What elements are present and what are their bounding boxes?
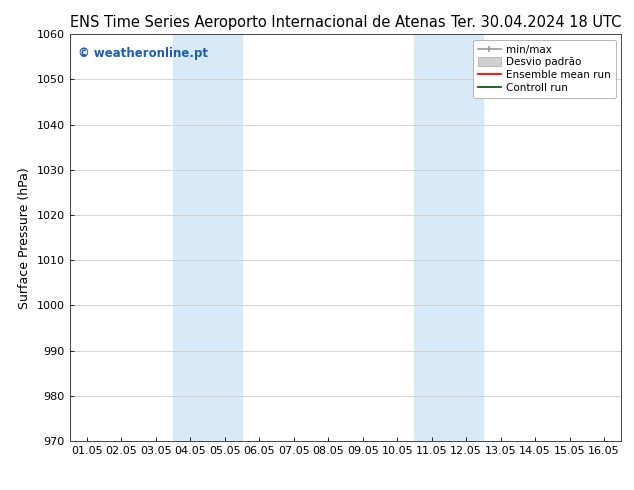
Bar <box>173 34 242 441</box>
Text: Ter. 30.04.2024 18 UTC: Ter. 30.04.2024 18 UTC <box>451 15 621 30</box>
Text: © weatheronline.pt: © weatheronline.pt <box>78 47 208 59</box>
Bar <box>415 34 483 441</box>
Y-axis label: Surface Pressure (hPa): Surface Pressure (hPa) <box>18 167 31 309</box>
Text: ENS Time Series Aeroporto Internacional de Atenas: ENS Time Series Aeroporto Internacional … <box>70 15 445 30</box>
Legend: min/max, Desvio padrão, Ensemble mean run, Controll run: min/max, Desvio padrão, Ensemble mean ru… <box>473 40 616 98</box>
